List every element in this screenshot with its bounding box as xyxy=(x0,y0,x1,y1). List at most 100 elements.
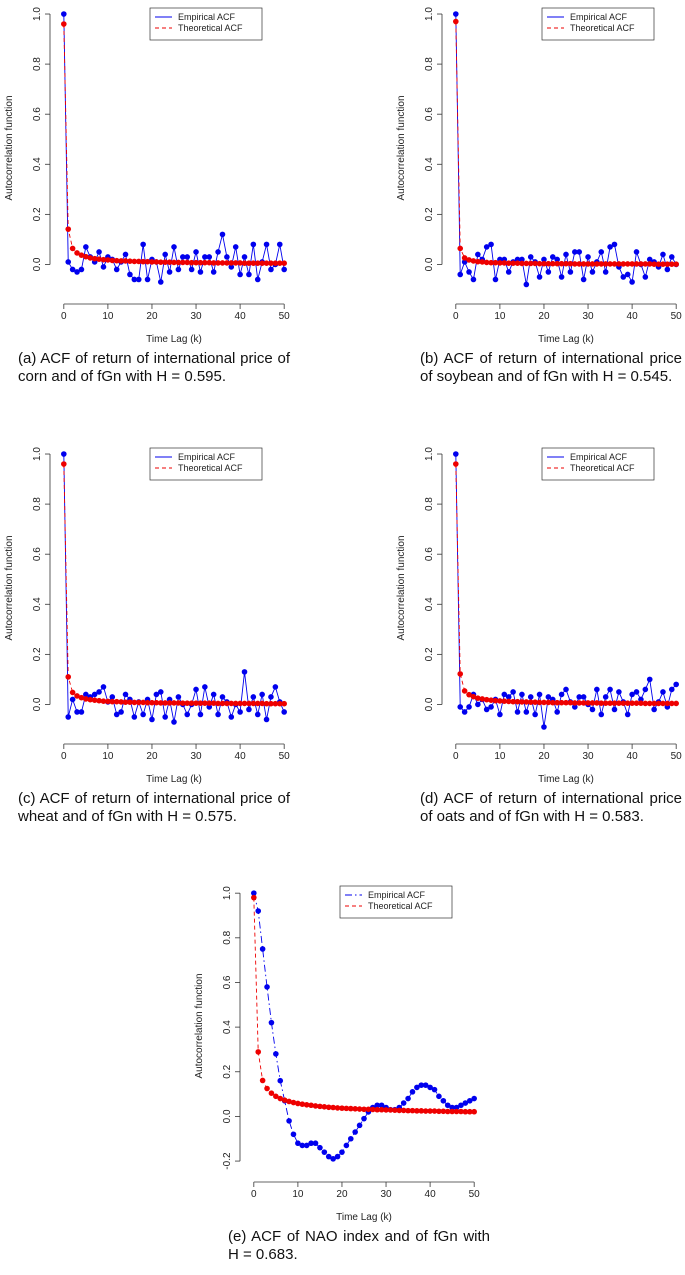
x-tick-label: 50 xyxy=(279,311,291,322)
data-point xyxy=(536,699,543,706)
data-point xyxy=(131,276,138,283)
data-point xyxy=(100,684,107,690)
data-point xyxy=(286,1098,292,1105)
data-point xyxy=(65,674,72,680)
data-point xyxy=(308,1102,314,1109)
data-point xyxy=(532,260,538,267)
data-point xyxy=(290,1099,297,1106)
data-point xyxy=(607,261,613,267)
data-point xyxy=(166,259,173,265)
data-point xyxy=(497,698,503,704)
data-point xyxy=(254,700,261,707)
y-tick-label: 0.4 xyxy=(32,157,43,171)
data-point xyxy=(673,700,679,707)
y-tick-label: 0.0 xyxy=(424,697,435,711)
data-point xyxy=(572,704,578,710)
x-tick-label: 20 xyxy=(538,751,550,762)
data-point xyxy=(184,259,191,266)
data-point xyxy=(91,255,98,262)
data-point xyxy=(598,711,605,718)
data-point xyxy=(272,684,279,690)
data-point xyxy=(228,264,235,270)
data-point xyxy=(444,1108,451,1115)
data-point xyxy=(87,255,94,261)
data-point xyxy=(505,694,512,700)
data-point xyxy=(356,1106,363,1112)
data-point xyxy=(523,281,530,288)
data-point xyxy=(347,1135,354,1142)
data-point xyxy=(589,261,596,267)
data-point xyxy=(241,669,248,675)
data-point xyxy=(96,697,102,704)
data-point xyxy=(184,254,191,260)
y-tick-label: 0.0 xyxy=(222,1109,233,1123)
data-point xyxy=(602,694,609,700)
data-point xyxy=(281,709,287,715)
data-point xyxy=(251,890,257,896)
data-point xyxy=(589,269,596,275)
data-point xyxy=(184,700,191,706)
data-point xyxy=(576,261,583,267)
data-point xyxy=(563,686,569,693)
data-point xyxy=(549,254,556,260)
data-point xyxy=(536,260,543,267)
chart: 0.0 0.2 0.4 0.6 0.8 1.0 0 10 20 30 40 50 Time Lag (k… xyxy=(396,447,682,785)
y-tick-label: 0.2 xyxy=(32,207,43,221)
data-point xyxy=(268,260,274,267)
data-point xyxy=(272,700,279,707)
data-point xyxy=(409,1089,416,1095)
data-point xyxy=(171,719,177,725)
data-point xyxy=(457,704,464,710)
x-tick-label: 30 xyxy=(190,751,202,762)
data-point xyxy=(536,691,543,698)
data-point xyxy=(188,259,195,266)
data-point xyxy=(135,258,142,265)
data-point xyxy=(78,694,85,701)
data-point xyxy=(449,1104,455,1111)
data-point xyxy=(96,689,102,695)
data-point xyxy=(250,260,257,267)
data-point xyxy=(629,700,635,706)
y-tick-label: 1.0 xyxy=(222,886,233,900)
data-point xyxy=(78,266,85,273)
data-point xyxy=(91,691,98,698)
data-point xyxy=(299,1142,306,1149)
data-point xyxy=(660,700,666,707)
data-point xyxy=(673,261,679,268)
data-point xyxy=(255,908,262,914)
data-point xyxy=(453,461,459,467)
data-point xyxy=(268,1090,275,1096)
data-point xyxy=(638,700,644,706)
data-point xyxy=(259,700,265,707)
data-point xyxy=(598,261,605,267)
data-point xyxy=(510,698,516,705)
x-axis-label: Time Lag (k) xyxy=(336,1212,392,1223)
data-point xyxy=(409,1107,416,1114)
data-point xyxy=(197,711,204,718)
data-point xyxy=(563,699,569,706)
data-point xyxy=(466,269,472,275)
data-point xyxy=(580,276,587,283)
y-tick-label: 1.0 xyxy=(424,7,435,21)
data-point xyxy=(580,700,587,706)
y-tick-label: 0.6 xyxy=(222,975,233,989)
data-point xyxy=(611,241,618,248)
data-point xyxy=(330,1156,336,1162)
y-tick-label: 0.6 xyxy=(32,107,43,121)
data-point xyxy=(449,1108,455,1115)
data-point xyxy=(100,698,107,704)
data-point xyxy=(153,259,160,265)
data-point xyxy=(272,260,279,267)
data-point xyxy=(488,704,494,710)
data-point xyxy=(585,254,591,260)
data-point xyxy=(422,1108,429,1114)
x-axis-label: Time Lag (k) xyxy=(538,774,594,785)
data-point xyxy=(602,261,609,267)
data-point xyxy=(664,266,671,273)
data-point xyxy=(541,699,547,706)
data-point xyxy=(519,691,525,698)
data-point xyxy=(646,261,653,267)
chart-panel: 0.0 0.2 0.4 0.6 0.8 1.0 0 10 20 30 40 50 Time Lag (k… xyxy=(0,0,300,350)
data-point xyxy=(69,689,76,696)
data-point xyxy=(514,698,521,705)
